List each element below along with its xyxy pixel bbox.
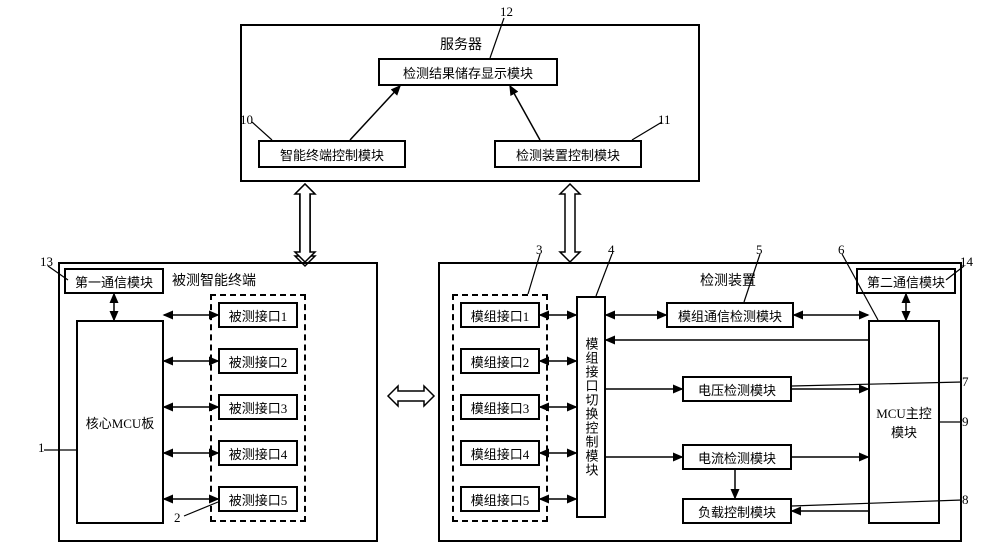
- switch-control-module: 模组接口切换控制模块: [576, 296, 606, 518]
- mcu-board: 核心MCU板: [76, 320, 164, 524]
- terminal-control-module: 智能终端控制模块: [258, 140, 406, 168]
- result-module-label: 检测结果储存显示模块: [403, 63, 533, 82]
- load-control-module: 负载控制模块: [682, 498, 792, 524]
- callout-1: 1: [38, 440, 45, 456]
- comm1-module: 第一通信模块: [64, 268, 164, 294]
- callout-7: 7: [962, 374, 969, 390]
- comm2-label: 第二通信模块: [867, 272, 945, 291]
- device-control-label: 检测装置控制模块: [516, 145, 620, 164]
- detector-title: 检测装置: [700, 270, 756, 290]
- current-detect-label: 电流检测模块: [698, 448, 776, 467]
- callout-8: 8: [962, 492, 969, 508]
- mcu-master-module: MCU主控模块: [868, 320, 940, 524]
- callout-10: 10: [240, 112, 253, 128]
- terminal-title: 被测智能终端: [172, 270, 256, 290]
- mcu-master-label: MCU主控模块: [874, 403, 934, 441]
- terminal-control-label: 智能终端控制模块: [280, 145, 384, 164]
- callout-3: 3: [536, 242, 543, 258]
- callout-6: 6: [838, 242, 845, 258]
- device-control-module: 检测装置控制模块: [494, 140, 642, 168]
- mcu-board-label: 核心MCU板: [86, 413, 155, 432]
- comm1-label: 第一通信模块: [75, 272, 153, 291]
- callout-11: 11: [658, 112, 671, 128]
- callout-12: 12: [500, 4, 513, 20]
- voltage-detect-label: 电压检测模块: [698, 380, 776, 399]
- module-ports-group: [452, 294, 548, 522]
- comm-detect-label: 模组通信检测模块: [678, 306, 782, 325]
- current-detect-module: 电流检测模块: [682, 444, 792, 470]
- result-module: 检测结果储存显示模块: [378, 58, 558, 86]
- callout-14: 14: [960, 254, 973, 270]
- callout-4: 4: [608, 242, 615, 258]
- voltage-detect-module: 电压检测模块: [682, 376, 792, 402]
- comm2-module: 第二通信模块: [856, 268, 956, 294]
- server-title: 服务器: [440, 34, 482, 54]
- load-control-label: 负载控制模块: [698, 502, 776, 521]
- callout-5: 5: [756, 242, 763, 258]
- switch-control-label: 模组接口切换控制模块: [582, 337, 601, 477]
- callout-2: 2: [174, 510, 181, 526]
- callout-13: 13: [40, 254, 53, 270]
- terminal-ports-group: [210, 294, 306, 522]
- callout-9: 9: [962, 414, 969, 430]
- comm-detect-module: 模组通信检测模块: [666, 302, 794, 328]
